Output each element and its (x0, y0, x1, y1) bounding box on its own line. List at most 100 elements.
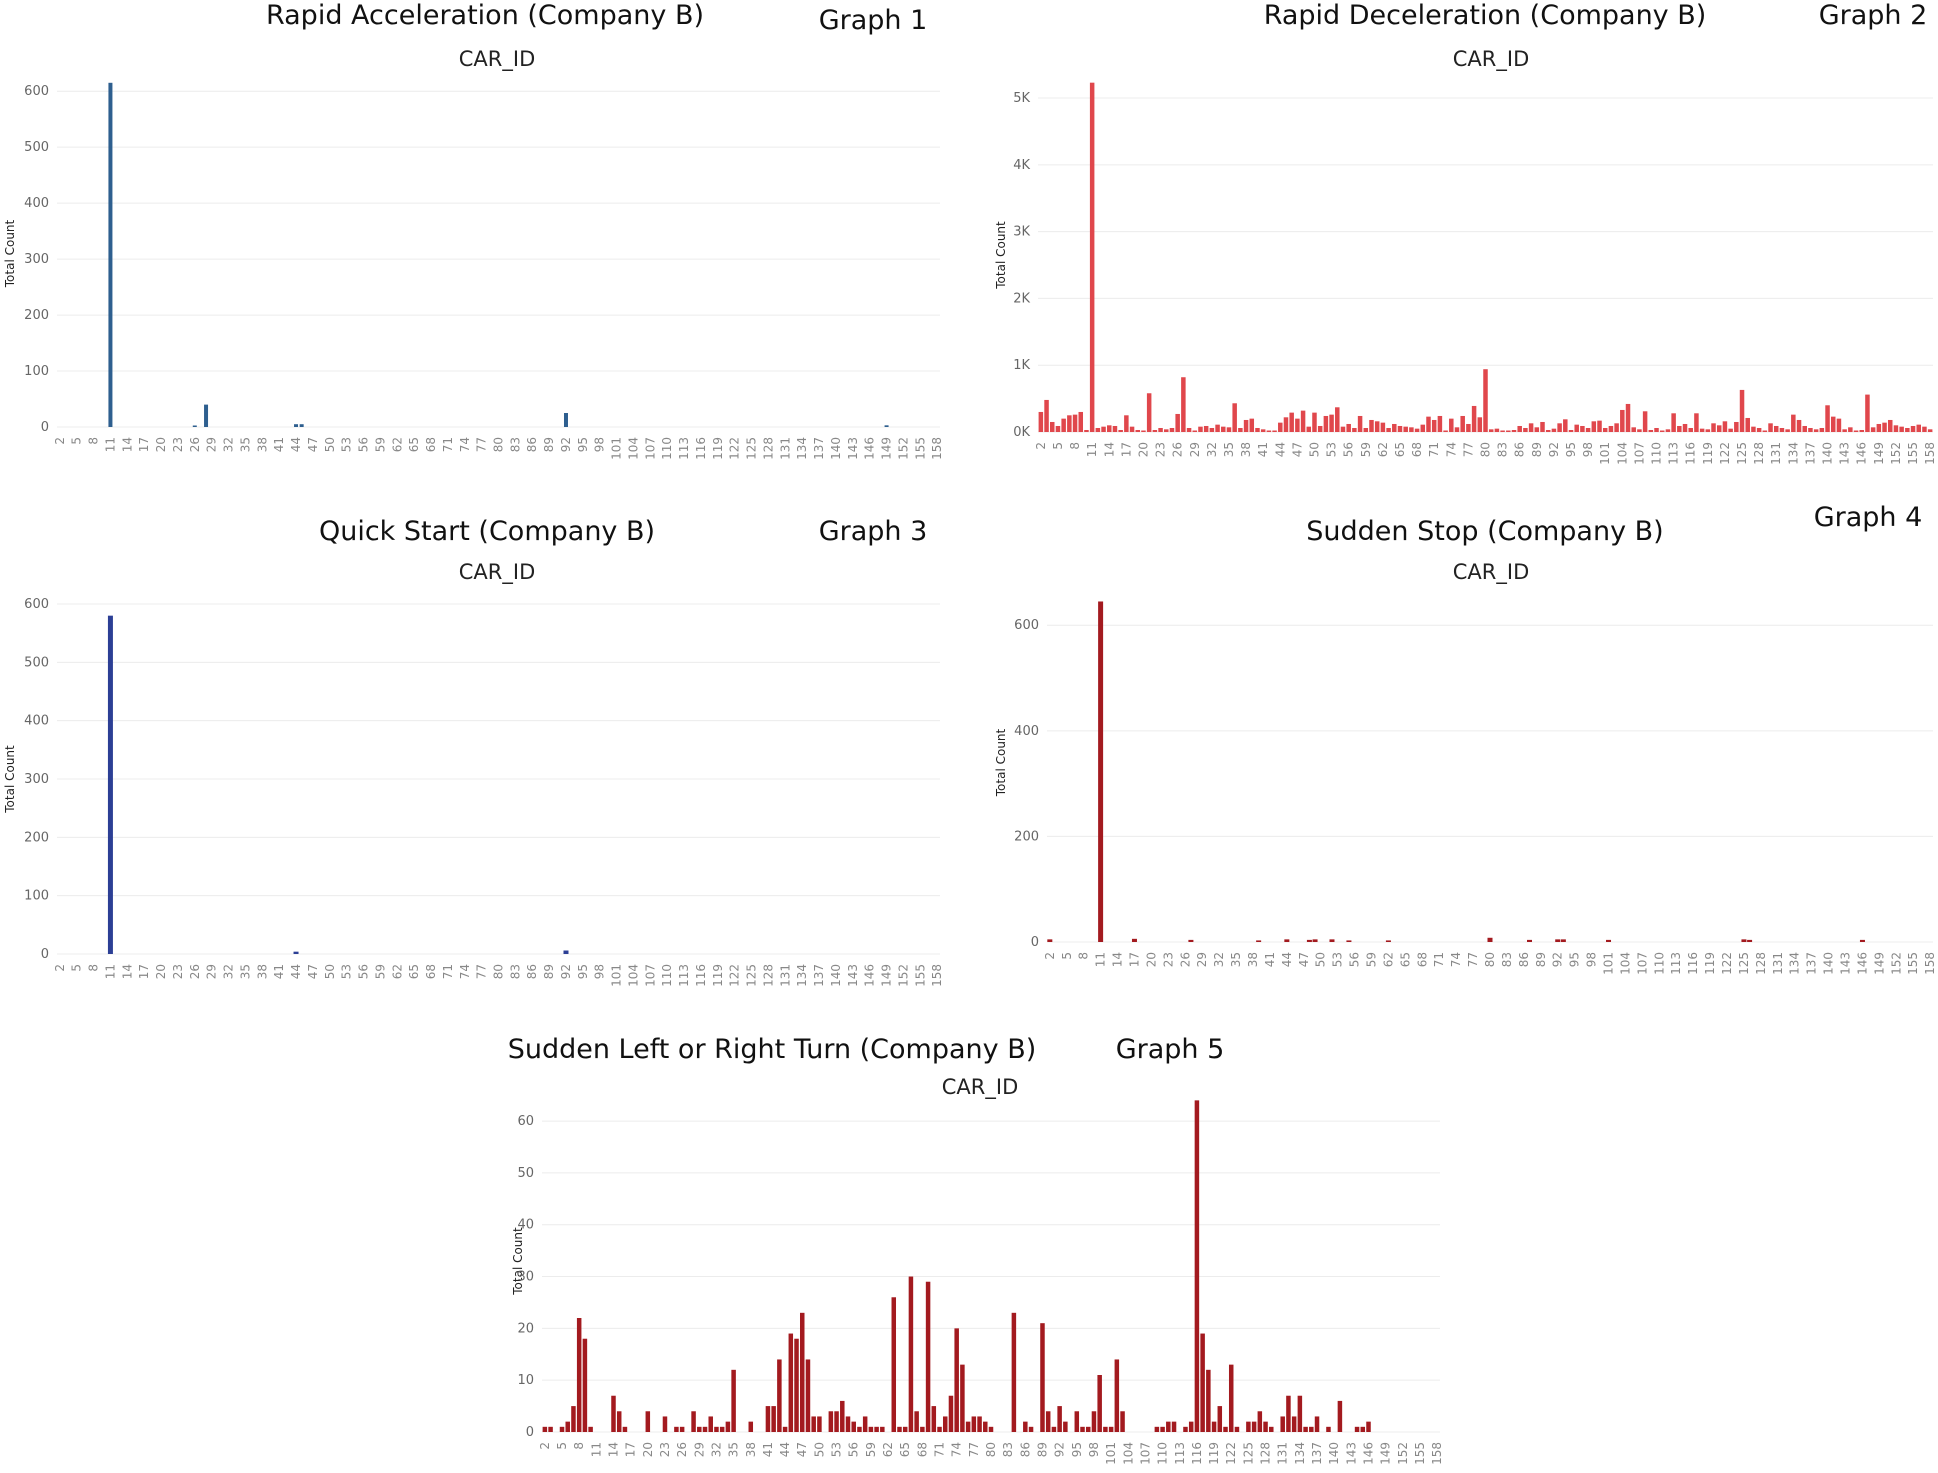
x-tick-label: 107 (1138, 1442, 1152, 1465)
x-tick-label: 65 (1398, 952, 1412, 967)
x-tick-label: 23 (658, 1442, 672, 1457)
bar-car-2 (1047, 939, 1053, 942)
bar-car-5 (559, 1426, 565, 1432)
bar-car-138 (1813, 429, 1819, 432)
bar-car-145 (1853, 430, 1859, 432)
x-tick-label: 59 (1364, 952, 1378, 967)
x-tick-label: 8 (572, 1442, 586, 1450)
bar-car-11 (1098, 601, 1104, 942)
bar-car-64 (897, 1426, 902, 1432)
x-tick-label: 80 (492, 437, 506, 452)
x-tick-label: 119 (1207, 1442, 1221, 1465)
bar-car-120 (1711, 423, 1716, 432)
x-tick-label: 77 (1461, 442, 1475, 457)
bar-car-133 (1785, 429, 1790, 432)
bar-car-9 (1078, 411, 1084, 432)
chart-4: Sudden Stop (Company B) Graph 4 CAR_ID Tota… (994, 502, 1937, 975)
x-tick-label: 5 (555, 1442, 569, 1450)
x-tick-label: 92 (559, 437, 573, 452)
bar-car-128 (1263, 1421, 1268, 1432)
x-tick-label: 68 (1415, 952, 1429, 967)
y-axis-title: Total Count (994, 221, 1008, 290)
x-tick-label: 41 (761, 1442, 775, 1457)
bar-car-116 (1194, 1100, 1200, 1432)
chart-title: Quick Start (Company B) (319, 516, 655, 547)
graph-label: Graph 3 (819, 516, 928, 547)
bar-car-10 (1084, 429, 1089, 432)
x-tick-label: 89 (1530, 442, 1544, 457)
x-tick-label: 59 (373, 964, 387, 979)
bar-car-60 (874, 1426, 879, 1432)
bar-car-88 (1528, 423, 1534, 432)
x-tick-label: 68 (1410, 442, 1424, 457)
bar-car-102 (1114, 1359, 1120, 1432)
x-tick-label: 158 (1430, 1442, 1444, 1465)
bar-car-61 (1374, 421, 1380, 432)
bar-car-140 (1825, 405, 1830, 432)
x-tick-label: 116 (694, 964, 708, 987)
bar-car-76 (965, 1421, 971, 1432)
bar-car-71 (1431, 419, 1437, 432)
bar-car-24 (1164, 429, 1169, 432)
x-tick-label: 95 (1568, 952, 1582, 967)
x-tick-label: 23 (171, 964, 185, 979)
graph-label: Graph 5 (1116, 1034, 1225, 1065)
x-tick-label: 80 (492, 964, 506, 979)
y-tick-label: 200 (1014, 829, 1039, 844)
bar-car-150 (1882, 422, 1887, 432)
bar-car-92 (1057, 1406, 1062, 1432)
bar-car-98 (1585, 427, 1591, 432)
bar-car-27 (1188, 939, 1194, 942)
x-tick-label: 41 (272, 964, 286, 979)
x-tick-label: 62 (881, 1442, 895, 1457)
bar-car-77 (1466, 423, 1471, 432)
x-tick-label: 116 (1686, 952, 1700, 975)
x-tick-label: 23 (1154, 442, 1168, 457)
bar-car-110 (1654, 427, 1659, 432)
x-tick-label: 56 (847, 1442, 861, 1457)
bar-car-126 (1747, 939, 1753, 942)
bar-car-92 (563, 413, 568, 427)
bar-car-44 (782, 1426, 788, 1432)
x-tick-label: 53 (340, 437, 354, 452)
bar-car-35 (731, 1369, 736, 1432)
x-tick-label: 125 (1735, 442, 1749, 465)
bar-car-123 (1234, 1426, 1240, 1432)
bar-car-93 (1063, 1421, 1068, 1432)
x-tick-label: 2 (1034, 442, 1048, 450)
x-axis-title: CAR_ID (459, 560, 535, 585)
x-tick-label: 152 (1396, 1442, 1410, 1465)
bar-car-81 (1488, 429, 1494, 432)
bar-car-137 (1808, 427, 1813, 432)
bar-car-126 (1745, 417, 1750, 432)
bar-car-30 (702, 1426, 708, 1432)
x-tick-label: 71 (441, 437, 455, 452)
x-tick-label: 41 (272, 437, 286, 452)
x-tick-label: 56 (357, 964, 371, 979)
bar-car-33 (1215, 424, 1220, 432)
x-tick-label: 158 (1923, 442, 1937, 465)
bar-car-7 (571, 1406, 576, 1432)
bar-car-32 (714, 1426, 719, 1432)
bar-car-47 (799, 1312, 805, 1432)
bar-car-74 (1449, 418, 1454, 432)
x-tick-label: 8 (1068, 442, 1082, 450)
bar-car-39 (1256, 940, 1262, 942)
y-tick-label: 200 (24, 308, 49, 323)
x-tick-label: 29 (205, 437, 219, 452)
bar-car-107 (1637, 429, 1642, 432)
x-tick-label: 86 (525, 437, 539, 452)
x-tick-label: 41 (1256, 442, 1270, 457)
x-tick-label: 71 (1432, 952, 1446, 967)
bar-car-2 (542, 1426, 548, 1432)
x-tick-label: 26 (188, 437, 202, 452)
bar-car-26 (679, 1426, 685, 1432)
bar-car-100 (1597, 420, 1602, 432)
x-tick-label: 26 (1171, 442, 1185, 457)
bar-car-146 (1859, 939, 1865, 942)
bar-car-35 (1226, 427, 1232, 432)
bar-car-95 (1568, 429, 1574, 432)
bar-car-92 (1551, 428, 1557, 432)
graph-label: Graph 2 (1819, 0, 1928, 31)
chart-panel-5: Sudden Left or Right Turn (Company B) Gra… (480, 1020, 1460, 1473)
